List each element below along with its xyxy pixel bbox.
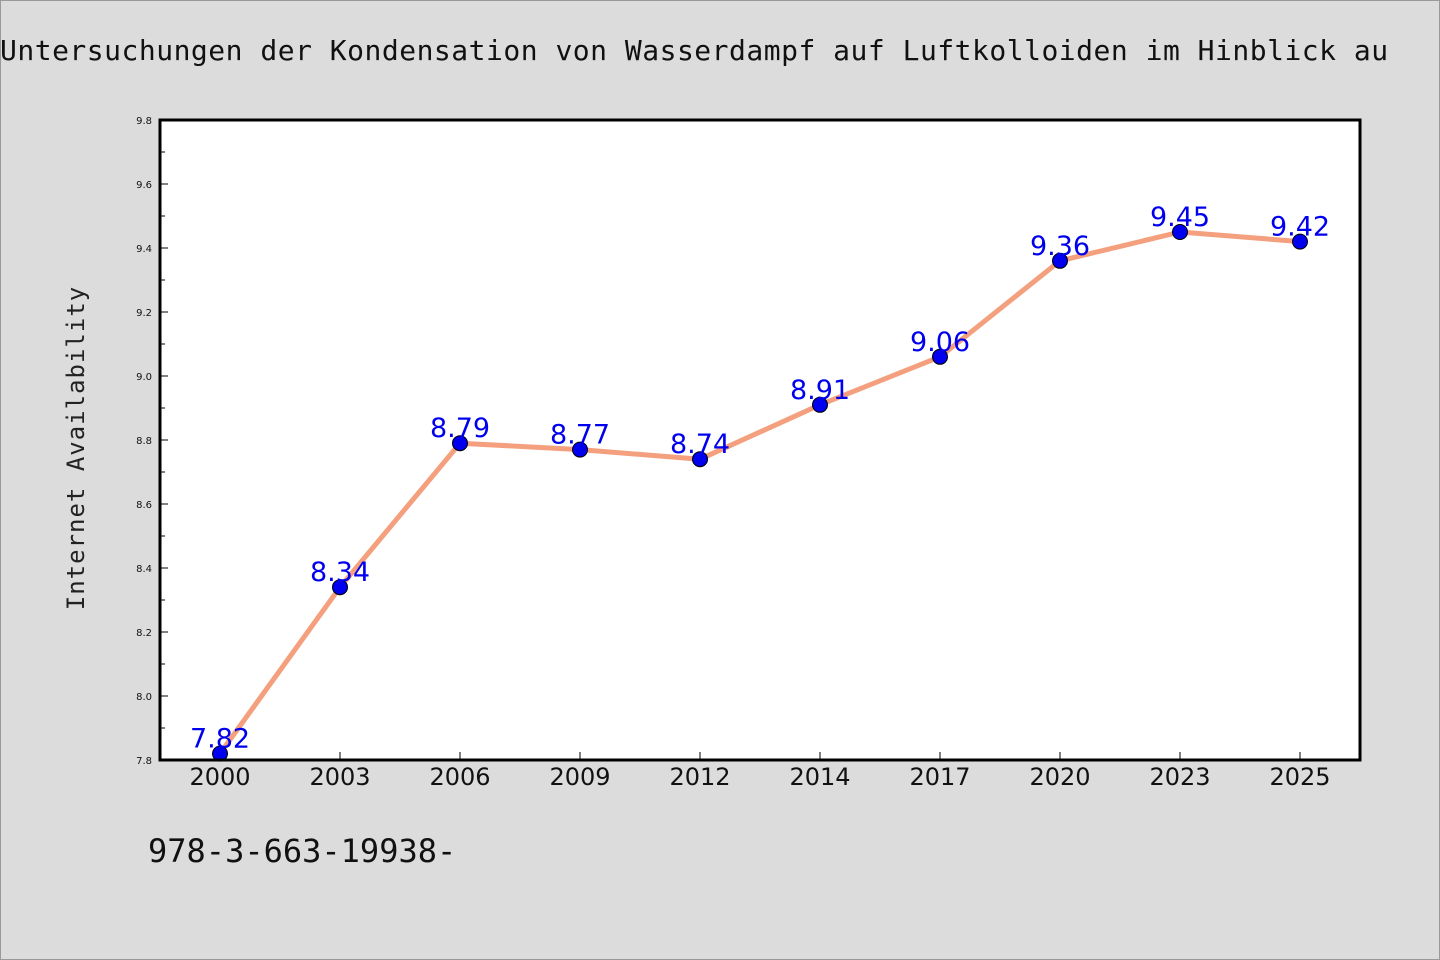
y-tick-label: 9.8 [136,116,152,127]
data-point [332,579,348,596]
data-label: 9.45 [1150,202,1210,233]
x-tick-label: 2000 [189,763,250,791]
data-point [452,435,468,452]
x-tick-label: 2003 [309,763,370,791]
y-tick-label: 8.4 [136,564,152,575]
x-tick-label: 2025 [1269,763,1330,791]
data-point [932,348,948,365]
data-point [1172,224,1188,240]
data-label: 7.82 [190,724,250,755]
isbn-footer-text: 978-3-663-19938- [148,832,457,870]
plot-area [160,120,1360,760]
y-axis-title: Internet Availability [62,286,90,610]
y-tick-label: 9.6 [136,180,152,191]
series-line [217,229,1303,757]
y-tick-label: 7.8 [136,756,152,767]
y-tick-label: 8.6 [136,500,152,511]
data-point [1052,252,1068,269]
x-tick-label: 2012 [669,763,730,791]
chart-title: Untersuchungen der Kondensation von Wass… [0,34,1389,67]
x-tick-label: 2017 [909,763,970,791]
x-tick-label: 2020 [1029,763,1090,791]
y-tick-label: 9.2 [136,308,152,319]
data-label: 9.06 [910,327,970,358]
data-label: 8.79 [430,413,490,444]
data-point [812,396,828,413]
data-label: 9.36 [1030,231,1090,262]
y-tick-label: 9.4 [136,244,152,255]
data-label: 9.42 [1270,212,1330,243]
data-point [572,441,588,458]
x-tick-label: 2006 [429,763,490,791]
data-label: 8.74 [670,429,730,460]
y-tick-label: 9.0 [136,372,152,383]
data-label: 8.91 [790,375,850,406]
y-tick-label: 8.2 [136,628,152,639]
y-tick-label: 8.8 [136,436,152,447]
data-point [692,451,708,468]
y-tick-label: 8.0 [136,692,152,703]
x-tick-label: 2009 [549,763,610,791]
data-label: 8.34 [310,557,370,588]
data-point [1292,233,1308,250]
x-tick-label: 2014 [789,763,850,791]
data-label: 8.77 [550,420,610,451]
plot-frame [158,118,1362,762]
x-tick-label: 2023 [1149,763,1210,791]
